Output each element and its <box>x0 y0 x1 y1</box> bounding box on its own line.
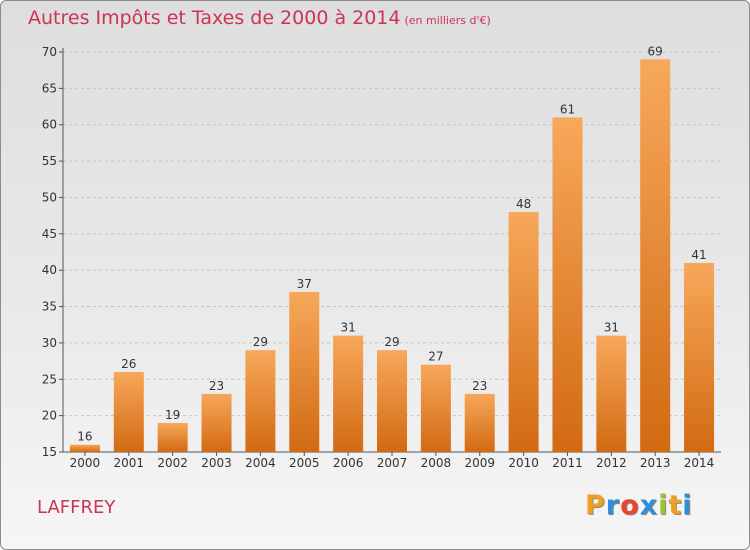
data-label: 29 <box>384 335 399 349</box>
y-tick-label: 65 <box>42 81 57 95</box>
y-tick-label: 50 <box>42 190 57 204</box>
x-tick-label: 2008 <box>421 456 452 470</box>
x-tick-label: 2012 <box>596 456 627 470</box>
bar <box>333 335 364 452</box>
bar <box>420 364 451 452</box>
logo-letter: r <box>605 490 621 521</box>
data-label: 19 <box>165 408 180 422</box>
x-tick-label: 2005 <box>289 456 320 470</box>
chart-title-text: Autres Impôts et Taxes de 2000 à 2014 <box>28 7 401 29</box>
data-label: 31 <box>604 321 619 335</box>
bar <box>157 422 188 452</box>
bar <box>684 262 715 452</box>
chart-unit: (en milliers d'€) <box>404 14 491 27</box>
data-label: 26 <box>121 357 136 371</box>
bar <box>201 393 232 452</box>
data-label: 23 <box>209 379 224 393</box>
logo-letter: i <box>682 490 693 521</box>
logo-letter: x <box>639 490 659 521</box>
bar <box>640 59 671 452</box>
x-tick-label: 2013 <box>640 456 671 470</box>
x-tick-label: 2010 <box>508 456 539 470</box>
data-label: 37 <box>297 277 312 291</box>
x-tick-label: 2002 <box>157 456 188 470</box>
bar <box>289 292 320 452</box>
data-label: 29 <box>253 335 268 349</box>
x-tick-label: 2011 <box>552 456 583 470</box>
y-tick-label: 30 <box>42 336 57 350</box>
data-label: 41 <box>691 248 706 262</box>
x-tick-label: 2003 <box>201 456 232 470</box>
labels: 15 20 25 30 35 40 45 50 55 60 65 70 16 2000 26 2001 19 20… <box>42 44 715 470</box>
y-tick-label: 70 <box>42 45 57 59</box>
x-tick-label: 2006 <box>333 456 364 470</box>
y-tick-label: 55 <box>42 154 57 168</box>
y-tick-label: 25 <box>42 372 57 386</box>
x-tick-label: 2000 <box>70 456 101 470</box>
data-label: 16 <box>77 430 92 444</box>
x-tick-label: 2007 <box>377 456 408 470</box>
data-label: 27 <box>428 350 443 364</box>
chart-title: Autres Impôts et Taxes de 2000 à 2014 (en… <box>28 7 491 29</box>
logo-letter: i <box>658 490 669 521</box>
logo-letter: o <box>620 490 640 521</box>
bar <box>464 393 495 452</box>
x-tick-label: 2004 <box>245 456 276 470</box>
bars <box>69 59 715 453</box>
y-tick-label: 15 <box>42 445 57 459</box>
data-label: 31 <box>340 321 355 335</box>
bar <box>113 372 144 452</box>
bar <box>552 117 583 453</box>
bar <box>245 350 276 452</box>
data-label: 23 <box>472 379 487 393</box>
x-tick-label: 2001 <box>114 456 145 470</box>
logo-letter: t <box>668 490 683 521</box>
place-name: LAFFREY <box>37 497 116 518</box>
bar <box>69 444 100 452</box>
bar <box>596 335 627 452</box>
data-label: 48 <box>516 197 531 211</box>
y-tick-label: 40 <box>42 263 57 277</box>
data-label: 69 <box>648 44 663 58</box>
x-tick-label: 2014 <box>684 456 715 470</box>
bar <box>377 350 407 452</box>
y-tick-label: 60 <box>42 118 57 132</box>
y-tick-label: 35 <box>42 300 57 314</box>
data-label: 61 <box>560 102 575 116</box>
bar <box>508 212 539 452</box>
logo-letter: P <box>585 490 606 521</box>
x-tick-label: 2009 <box>464 456 495 470</box>
y-tick-label: 20 <box>42 409 57 423</box>
proxiti-logo: Proxiti <box>585 490 693 521</box>
y-tick-label: 45 <box>42 227 57 241</box>
